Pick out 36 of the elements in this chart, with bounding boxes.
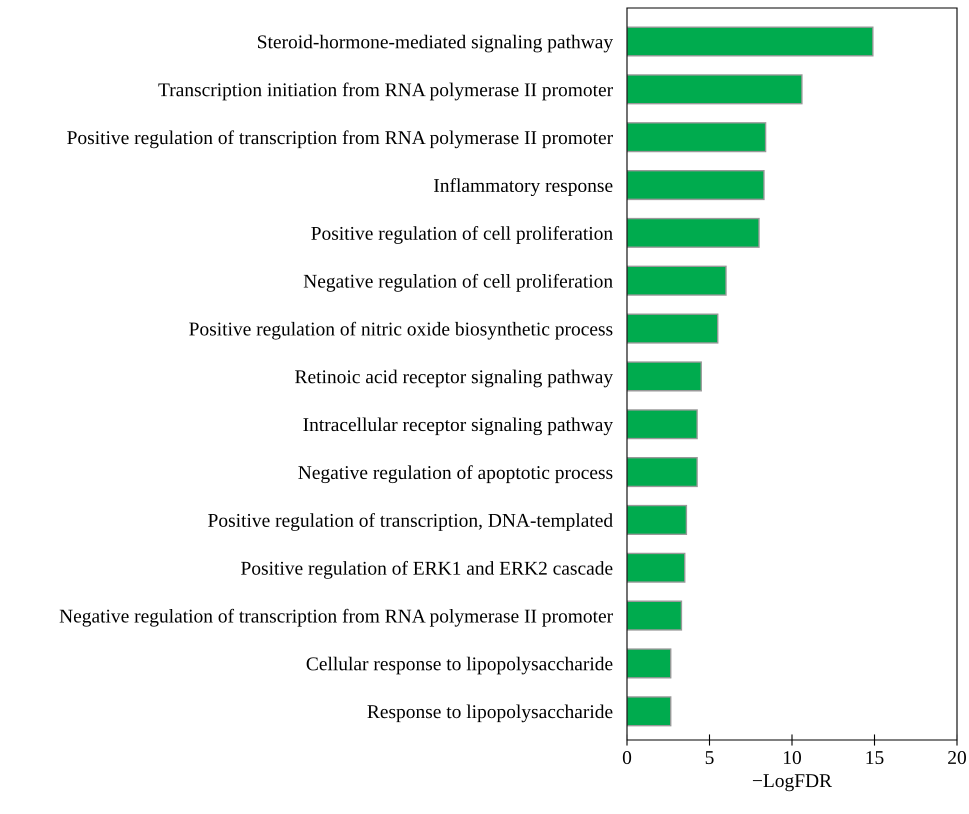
x-tick-label: 15 xyxy=(866,751,884,764)
bar xyxy=(627,266,727,296)
x-tick-label: 10 xyxy=(784,750,801,764)
y-tick-label: Negative regulation of apoptotic process xyxy=(298,465,612,484)
y-tick-label: Response to lipopolysaccharide xyxy=(367,704,612,722)
y-tick-label: Transcription initiation from RNA polymerase II promoter xyxy=(158,82,613,100)
bar xyxy=(627,409,698,440)
y-tick-label: Inflammatory response xyxy=(434,178,612,196)
bar xyxy=(627,696,672,726)
x-tick-label: 5 xyxy=(706,751,714,764)
bar xyxy=(627,74,803,104)
x-axis-title: −LogFDR xyxy=(752,774,832,792)
y-tick-label: Positive regulation of ERK1 and ERK2 cascade xyxy=(241,560,612,579)
bar xyxy=(627,218,760,248)
y-tick-label: Positive regulation of transcription, DNA-templated xyxy=(208,513,613,531)
bar xyxy=(627,600,682,631)
y-tick-label: Positive regulation of cell proliferation xyxy=(311,226,613,244)
bar xyxy=(627,361,702,392)
y-tick-label: Negative regulation of transcription from RNA polymerase II promoter xyxy=(60,608,613,627)
bar xyxy=(627,170,765,200)
bar xyxy=(627,552,686,583)
y-tick-label: Negative regulation of cell proliferation xyxy=(304,274,613,292)
bar xyxy=(627,648,672,678)
bar xyxy=(627,122,766,152)
y-tick-label: Retinoic acid receptor signaling pathway xyxy=(295,370,614,388)
x-tick-label: 20 xyxy=(948,750,966,764)
bar xyxy=(627,26,874,57)
y-tick-label: Positive regulation of nitric oxide biosynthetic process xyxy=(189,322,612,340)
bar xyxy=(627,457,698,488)
bar xyxy=(627,504,688,535)
y-tick-label: Cellular response to lipopolysaccharide xyxy=(306,656,612,674)
x-tick-label: 0 xyxy=(622,750,632,764)
y-tick-label: Steroid-hormone-mediated signaling pathway xyxy=(258,34,614,52)
y-tick-label: Positive regulation of transcription from RNA polymerase II promoter xyxy=(67,130,613,148)
bar xyxy=(627,314,718,344)
y-tick-label: Intracellular receptor signaling pathway xyxy=(303,417,614,436)
